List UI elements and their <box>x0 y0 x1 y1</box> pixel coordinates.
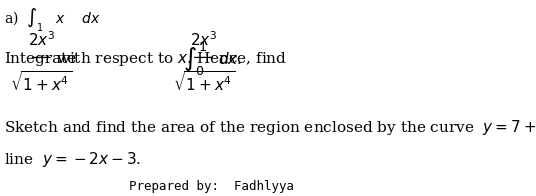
Text: $\int_0^1$: $\int_0^1$ <box>183 41 207 78</box>
Text: $2x^3$: $2x^3$ <box>190 31 217 49</box>
Text: a)  $\int_1$   $x$    $dx$: a) $\int_1$ $x$ $dx$ <box>4 7 101 34</box>
Text: line  $y=-2x-3$.: line $y=-2x-3$. <box>4 150 142 169</box>
Text: $2x^3$: $2x^3$ <box>27 31 55 49</box>
Text: Integrate: Integrate <box>4 52 77 66</box>
Text: Prepared by:  Fadhlyya: Prepared by: Fadhlyya <box>129 180 294 193</box>
Text: Sketch and find the area of the region enclosed by the curve  $y=7+x-x^2$  and t: Sketch and find the area of the region e… <box>4 116 536 138</box>
Text: $\sqrt{1+x^4}$: $\sqrt{1+x^4}$ <box>10 71 72 94</box>
Text: with respect to $x$. Hence, find: with respect to $x$. Hence, find <box>56 50 287 68</box>
Text: $dx$.: $dx$. <box>218 51 242 67</box>
Text: $\sqrt{1+x^4}$: $\sqrt{1+x^4}$ <box>173 71 235 94</box>
